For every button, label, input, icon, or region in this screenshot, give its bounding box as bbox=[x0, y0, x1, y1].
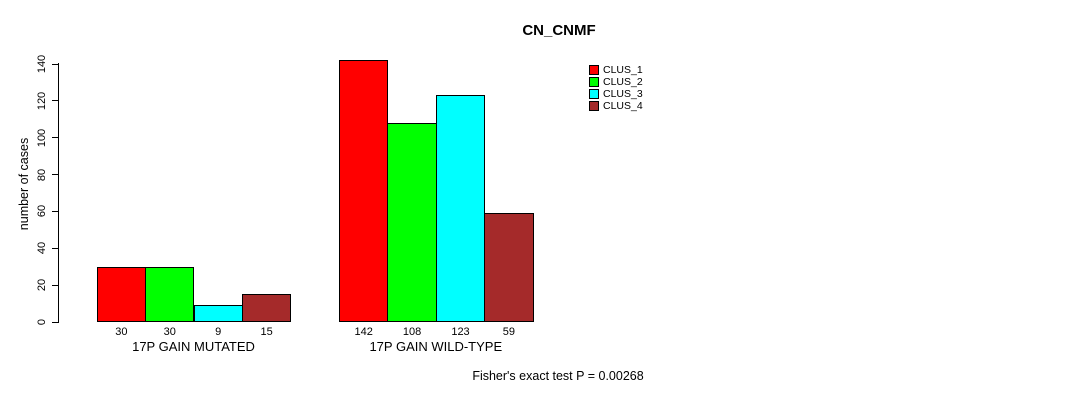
bar-clus_1-group1 bbox=[96, 266, 147, 322]
legend-label-clus_4: CLUS_4 bbox=[603, 99, 643, 112]
bar-value-clus_2-group1: 30 bbox=[163, 326, 176, 338]
y-tick-mark-40 bbox=[52, 247, 59, 249]
y-tick-mark-100 bbox=[52, 137, 59, 139]
bar-clus_2-group2 bbox=[387, 122, 437, 322]
legend-label-clus_2: CLUS_2 bbox=[603, 75, 643, 88]
fisher-test-footnote: Fisher's exact test P = 0.00268 bbox=[472, 369, 644, 383]
y-axis-label: number of cases bbox=[17, 137, 31, 231]
bar-clus_2-group1 bbox=[145, 266, 195, 322]
y-tick-label-140: 140 bbox=[36, 54, 48, 74]
legend-label-clus_1: CLUS_1 bbox=[603, 63, 643, 76]
bar-value-clus_1-group2: 142 bbox=[354, 326, 373, 338]
y-tick-mark-140 bbox=[52, 63, 59, 65]
y-axis-line bbox=[58, 63, 59, 322]
y-tick-mark-120 bbox=[52, 100, 59, 102]
bar-clus_3-group1 bbox=[193, 305, 243, 322]
y-tick-mark-0 bbox=[52, 321, 59, 323]
legend-swatch-clus_3 bbox=[589, 88, 599, 99]
y-tick-mark-60 bbox=[52, 210, 59, 212]
bar-clus_4-group2 bbox=[484, 213, 534, 322]
bar-clus_3-group2 bbox=[435, 95, 486, 322]
bar-value-clus_3-group1: 9 bbox=[215, 326, 222, 338]
y-tick-mark-80 bbox=[52, 174, 59, 176]
y-tick-label-120: 120 bbox=[36, 91, 48, 111]
y-tick-label-80: 80 bbox=[36, 168, 48, 181]
legend-swatch-clus_2 bbox=[589, 76, 599, 87]
bar-value-clus_1-group1: 30 bbox=[115, 326, 128, 338]
legend-swatch-clus_1 bbox=[589, 64, 599, 75]
legend-swatch-clus_4 bbox=[589, 100, 599, 111]
bar-value-clus_4-group2: 59 bbox=[502, 326, 516, 338]
bar-value-clus_4-group1: 15 bbox=[260, 326, 273, 338]
y-tick-label-60: 60 bbox=[36, 205, 48, 218]
bar-value-clus_3-group2: 123 bbox=[451, 326, 470, 338]
y-tick-mark-20 bbox=[52, 284, 59, 286]
y-tick-label-0: 0 bbox=[36, 318, 48, 326]
bar-value-clus_2-group2: 108 bbox=[402, 326, 422, 338]
y-tick-label-40: 40 bbox=[36, 242, 48, 255]
group-label-1: 17P GAIN MUTATED bbox=[132, 339, 255, 354]
group-label-2: 17P GAIN WILD-TYPE bbox=[369, 339, 503, 354]
bar-clus_4-group1 bbox=[241, 294, 292, 322]
legend-label-clus_3: CLUS_3 bbox=[603, 87, 643, 100]
chart-title: CN_CNMF bbox=[522, 22, 596, 39]
y-tick-label-100: 100 bbox=[36, 128, 48, 147]
bar-clus_1-group2 bbox=[339, 60, 389, 322]
y-tick-label-20: 20 bbox=[36, 279, 48, 292]
